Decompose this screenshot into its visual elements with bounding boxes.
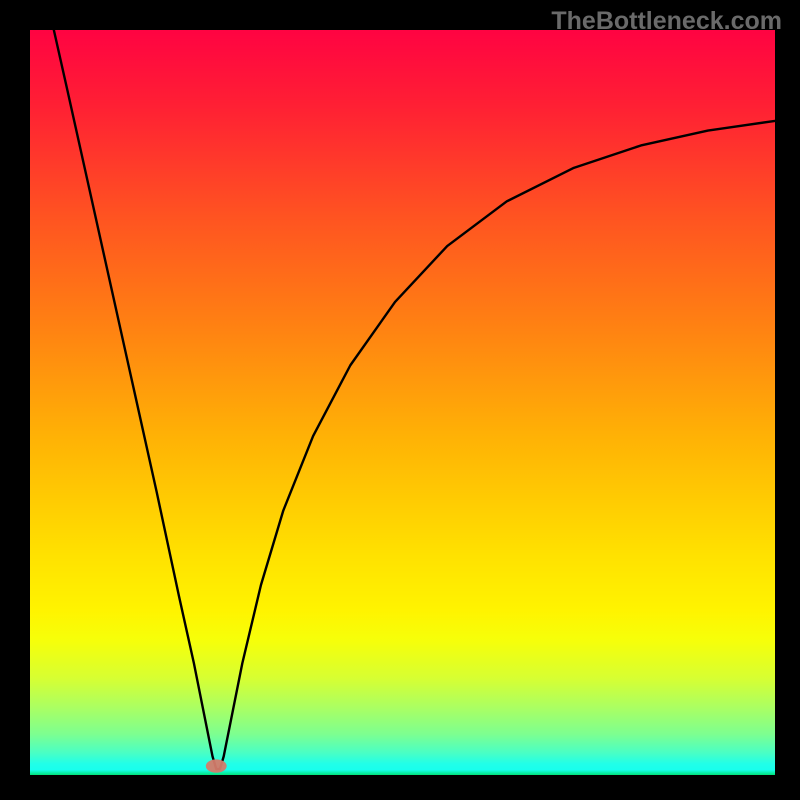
chart-container: TheBottleneck.com xyxy=(0,0,800,800)
gradient-background xyxy=(30,30,775,775)
plot-svg xyxy=(30,30,775,775)
plot-area xyxy=(30,30,775,775)
vertex-marker xyxy=(206,759,227,772)
watermark-label: TheBottleneck.com xyxy=(551,7,782,36)
